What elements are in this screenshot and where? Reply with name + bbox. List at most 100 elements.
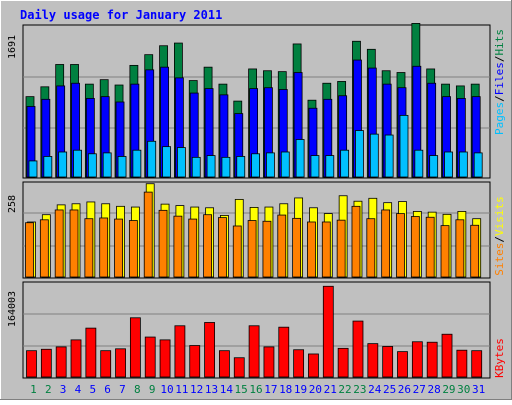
- x-tick-label-day-31: 31: [472, 383, 485, 396]
- bar-sites-day-26: [396, 213, 405, 278]
- bar-kbytes-day-28: [426, 341, 438, 378]
- x-tick-label-day-12: 12: [190, 383, 203, 396]
- bar-pages-day-2: [43, 156, 53, 178]
- bar-kbytes-day-20: [308, 353, 319, 378]
- legend-sites: Sites: [493, 243, 506, 276]
- bar-pages-day-19: [295, 139, 305, 178]
- x-tick-label-day-16: 16: [249, 383, 262, 396]
- y-max-label-panel-3: 164003: [7, 291, 18, 327]
- bar-kbytes-day-15: [233, 357, 245, 378]
- right-legend-bottom: KBytes: [493, 338, 506, 378]
- bar-kbytes-day-21: [322, 285, 334, 378]
- x-tick-label-day-18: 18: [279, 383, 292, 396]
- bar-pages-day-16: [251, 153, 261, 178]
- x-tick-label-day-1: 1: [30, 383, 37, 396]
- bar-pages-day-6: [102, 152, 112, 178]
- bar-sites-day-7: [114, 218, 123, 278]
- bar-kbytes-day-13: [204, 322, 215, 378]
- bar-pages-day-17: [266, 152, 275, 178]
- x-tick-label-day-21: 21: [324, 383, 337, 396]
- chart-title: Daily usage for January 2011: [20, 8, 222, 22]
- bar-pages-day-31: [473, 152, 483, 178]
- bar-kbytes-day-4: [70, 339, 82, 378]
- x-tick-label-day-22: 22: [338, 383, 351, 396]
- bar-kbytes-day-25: [382, 346, 394, 378]
- bar-sites-day-5: [84, 218, 94, 278]
- bar-sites-day-28: [425, 216, 435, 278]
- legend-separator: /: [493, 236, 506, 243]
- x-tick-label-day-7: 7: [119, 383, 126, 396]
- bar-sites-day-11: [173, 215, 183, 278]
- bar-kbytes-day-3: [55, 346, 67, 378]
- panel-1-frame: [22, 24, 491, 179]
- bar-kbytes-day-6: [100, 350, 112, 378]
- bar-kbytes-day-9: [144, 336, 156, 378]
- bar-pages-day-23: [355, 130, 364, 178]
- bar-pages-day-11: [176, 147, 186, 178]
- bar-pages-day-27: [414, 149, 424, 178]
- bar-kbytes-day-7: [115, 348, 126, 378]
- legend-visits: Visits: [493, 196, 506, 236]
- x-tick-label-day-27: 27: [413, 383, 426, 396]
- bar-sites-day-1: [25, 222, 34, 278]
- x-tick-label-day-13: 13: [205, 383, 218, 396]
- bar-pages-day-15: [236, 156, 246, 178]
- bar-sites-day-23: [351, 205, 361, 278]
- bar-kbytes-day-2: [40, 348, 52, 378]
- bar-pages-day-1: [28, 160, 38, 178]
- chart-marks: [25, 23, 483, 378]
- bar-kbytes-day-22: [337, 347, 349, 378]
- bar-kbytes-day-14: [219, 350, 230, 378]
- bar-sites-day-22: [336, 219, 346, 278]
- x-tick-labels: 1 2 3 4 5 6 7 8 9 10 11 12 13 14 15 16 17 18 19 20 21 22 23 24 2…: [30, 383, 485, 396]
- bar-kbytes-day-26: [397, 351, 408, 378]
- right-legend-top: Pages/Files/Hits: [493, 29, 506, 135]
- x-tick-label-day-11: 11: [175, 383, 188, 396]
- bar-kbytes-day-5: [85, 327, 97, 378]
- bar-kbytes-day-27: [411, 341, 423, 378]
- bar-kbytes-day-10: [159, 339, 171, 378]
- bar-pages-day-26: [399, 114, 409, 178]
- legend-files: Files: [493, 62, 506, 95]
- x-tick-label-day-14: 14: [220, 383, 234, 396]
- bar-kbytes-day-1: [26, 350, 37, 378]
- bar-pages-day-12: [191, 156, 201, 178]
- bar-sites-day-25: [381, 209, 391, 278]
- y-max-labels: 1691 258 164003: [7, 35, 18, 327]
- x-tick-label-day-24: 24: [368, 383, 382, 396]
- x-tick-label-day-2: 2: [45, 383, 52, 396]
- bar-pages-day-22: [340, 149, 350, 178]
- y-max-label-panel-2: 258: [7, 195, 18, 213]
- x-tick-label-day-23: 23: [353, 383, 366, 396]
- x-tick-label-day-28: 28: [427, 383, 440, 396]
- legend-pages: Pages: [493, 102, 506, 135]
- right-legend-middle: Sites/Visits: [493, 196, 506, 276]
- x-tick-label-day-17: 17: [264, 383, 277, 396]
- bar-sites-day-17: [262, 220, 272, 278]
- bar-kbytes-day-8: [129, 317, 141, 378]
- bar-pages-day-21: [325, 155, 335, 178]
- x-tick-label-day-6: 6: [104, 383, 111, 396]
- bar-pages-day-24: [369, 133, 379, 178]
- bar-kbytes-day-19: [293, 349, 305, 378]
- bar-kbytes-day-12: [189, 345, 201, 378]
- bar-kbytes-day-16: [248, 325, 260, 378]
- bar-sites-day-12: [188, 218, 198, 278]
- y-max-label-panel-1: 1691: [7, 35, 18, 59]
- bar-kbytes-day-23: [352, 320, 364, 378]
- bar-pages-day-8: [132, 149, 142, 178]
- legend-separator: /: [493, 56, 506, 63]
- panel-2-frame: [22, 181, 491, 279]
- bar-sites-day-19: [292, 217, 302, 278]
- bar-sites-day-8: [128, 220, 138, 278]
- x-tick-label-day-9: 9: [149, 383, 156, 396]
- bar-sites-day-27: [410, 216, 420, 278]
- bar-sites-day-10: [158, 209, 168, 278]
- bar-kbytes-day-31: [471, 350, 483, 378]
- x-tick-label-day-20: 20: [309, 383, 322, 396]
- bar-kbytes-day-29: [441, 333, 453, 378]
- x-tick-label-day-10: 10: [160, 383, 173, 396]
- bar-pages-day-14: [221, 156, 231, 178]
